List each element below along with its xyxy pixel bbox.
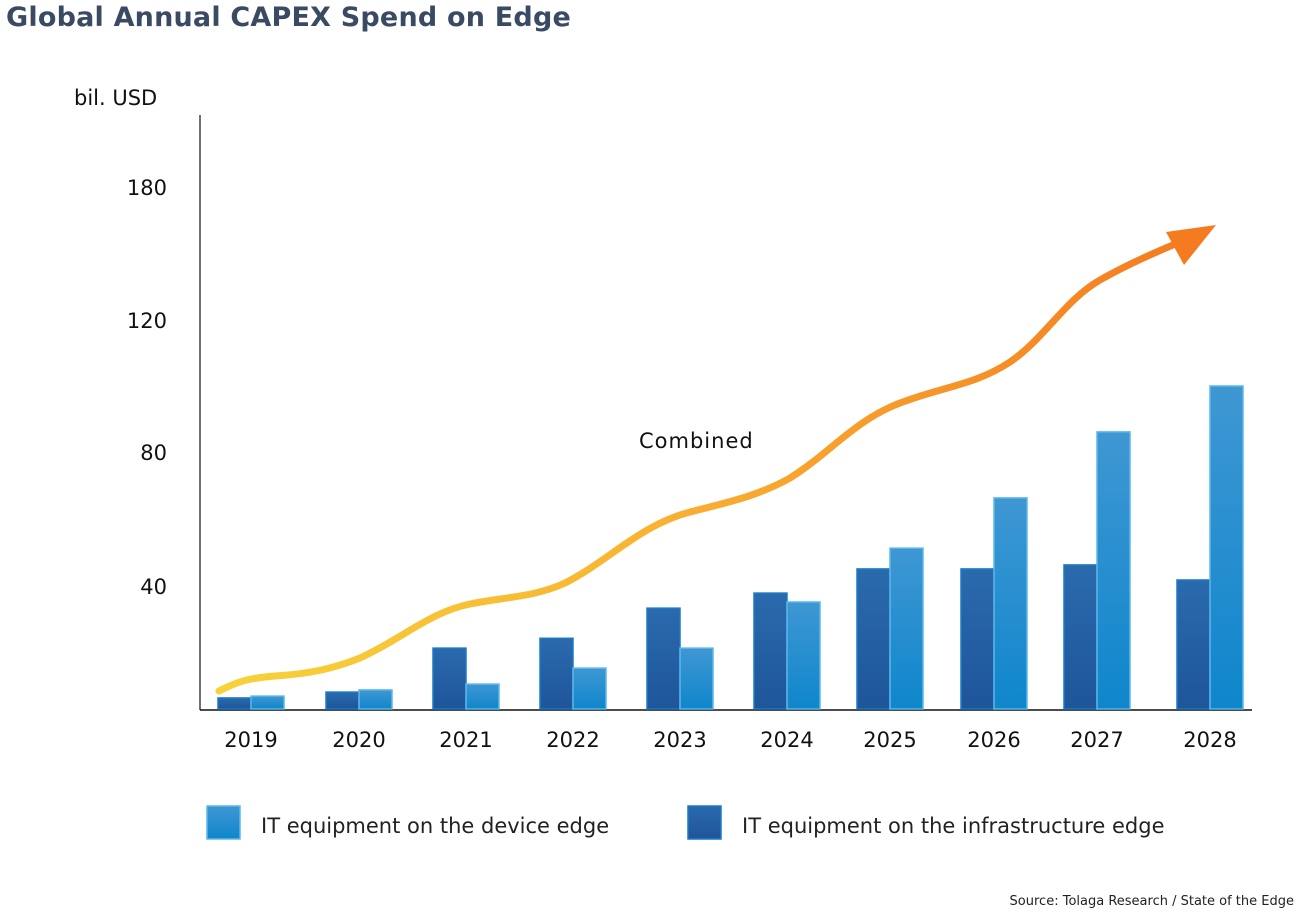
bar-device-edge — [786, 601, 821, 710]
y-tick-label: 80 — [140, 441, 167, 465]
bar-infrastructure-edge — [1063, 564, 1098, 710]
legend-item: IT equipment on the device edge — [206, 805, 609, 840]
source-note: Source: Tolaga Research / State of the E… — [1009, 894, 1294, 909]
bar-infrastructure-edge — [646, 607, 681, 710]
bar-device-edge — [1096, 431, 1131, 710]
legend-swatch — [206, 805, 241, 840]
x-tick-label: 2021 — [439, 728, 492, 752]
x-tick-label: 2022 — [546, 728, 599, 752]
legend-item: IT equipment on the infrastructure edge — [687, 805, 1165, 840]
bar-device-edge — [993, 497, 1028, 710]
bar-device-edge — [572, 667, 607, 710]
chart-title: Global Annual CAPEX Spend on Edge — [6, 2, 571, 33]
y-axis-label: bil. USD — [74, 86, 157, 110]
bar-device-edge — [679, 647, 714, 710]
x-tick-label: 2020 — [332, 728, 385, 752]
bar-infrastructure-edge — [217, 697, 252, 710]
x-tick-label: 2024 — [760, 728, 813, 752]
bar-infrastructure-edge — [753, 592, 788, 710]
x-tick-label: 2023 — [653, 728, 706, 752]
bar-infrastructure-edge — [325, 691, 360, 710]
x-tick-label: 2028 — [1183, 728, 1236, 752]
legend-label: IT equipment on the infrastructure edge — [742, 814, 1165, 838]
x-tick-label: 2026 — [967, 728, 1020, 752]
combined-trend-line — [215, 234, 1194, 695]
bar-device-edge — [250, 695, 285, 710]
bar-infrastructure-edge — [856, 568, 891, 710]
legend-swatch — [687, 805, 722, 840]
bar-infrastructure-edge — [960, 568, 995, 710]
x-tick-label: 2025 — [863, 728, 916, 752]
bar-device-edge — [358, 689, 393, 710]
y-tick-label: 180 — [127, 176, 167, 200]
bar-infrastructure-edge — [1176, 579, 1211, 710]
bar-device-edge — [1209, 385, 1244, 710]
combined-label: Combined — [639, 429, 754, 453]
y-tick-label: 40 — [140, 575, 167, 599]
x-tick-label: 2019 — [224, 728, 277, 752]
legend-label: IT equipment on the device edge — [261, 814, 609, 838]
bar-device-edge — [465, 683, 500, 710]
bar-infrastructure-edge — [432, 647, 467, 710]
bar-device-edge — [889, 547, 924, 710]
trend-arrowhead — [1166, 225, 1216, 265]
bar-infrastructure-edge — [539, 637, 574, 710]
x-tick-label: 2027 — [1070, 728, 1123, 752]
y-tick-label: 120 — [127, 309, 167, 333]
